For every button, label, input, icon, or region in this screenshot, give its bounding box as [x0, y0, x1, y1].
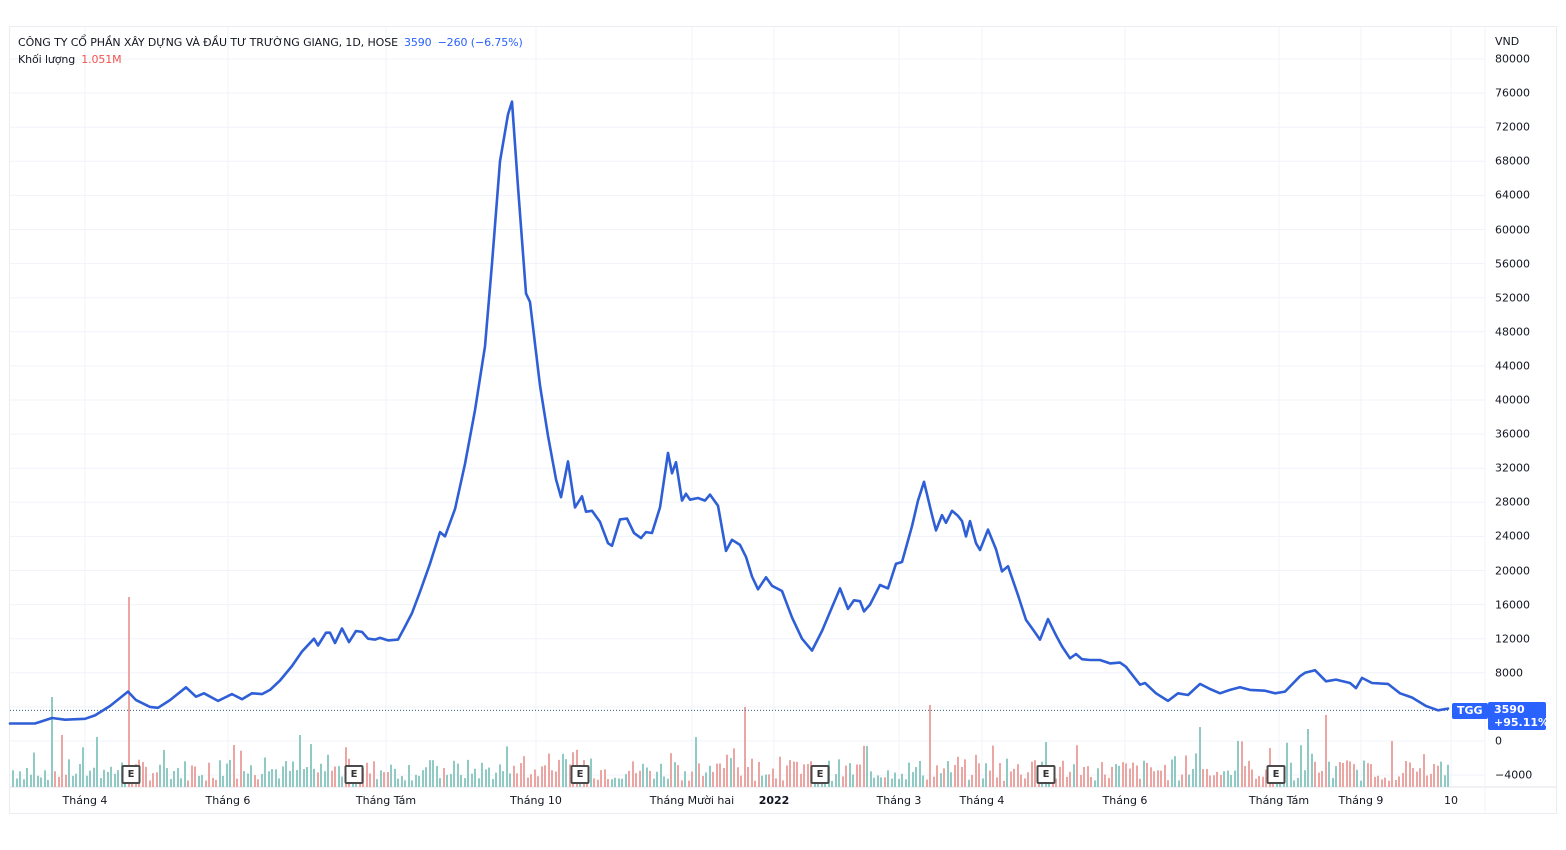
price-tick-label: 44000	[1495, 359, 1530, 373]
price-tick-label: 48000	[1495, 325, 1530, 339]
price-tag-value: 3590	[1494, 703, 1525, 716]
time-tick-label: Tháng 6	[205, 794, 251, 807]
price-tick-label: 16000	[1495, 598, 1530, 612]
price-tick-label: 0	[1495, 734, 1502, 748]
time-tick-label: Tháng Tám	[355, 794, 417, 807]
time-tick-label: 2022	[758, 794, 790, 807]
price-tick-label: 60000	[1495, 223, 1530, 236]
price-tag-percent: +95.11%	[1494, 716, 1550, 729]
volume-value: 1.051M	[81, 53, 122, 66]
symbol-tag: TGG	[1452, 703, 1488, 719]
time-tick-label: Tháng Tám	[1248, 794, 1310, 807]
time-tick-label: Tháng 10	[510, 794, 562, 807]
price-tick-label: 20000	[1495, 564, 1530, 577]
symbol-title: CÔNG TY CỔ PHẦN XÂY DỰNG VÀ ĐẦU TƯ TRƯỜN…	[18, 36, 398, 49]
time-tick-label: Tháng 9	[1338, 794, 1384, 807]
price-tick-label: 80000	[1495, 52, 1530, 66]
price-tick-label: 56000	[1495, 257, 1530, 271]
price-tick-label: 32000	[1495, 461, 1530, 475]
price-change: −260 (−6.75%)	[437, 36, 523, 49]
legend-volume-row: Khối lượng 1.051M	[18, 51, 523, 68]
price-tag: 3590 +95.11%	[1488, 702, 1550, 730]
price-tick-label: 8000	[1495, 666, 1523, 680]
earnings-marker[interactable]: E	[1036, 765, 1056, 784]
price-tick-label: 40000	[1495, 393, 1530, 407]
price-tick-label: 28000	[1495, 495, 1530, 509]
price-tick-label: 64000	[1495, 188, 1530, 202]
legend-title-row: CÔNG TY CỔ PHẦN XÂY DỰNG VÀ ĐẦU TƯ TRƯỜN…	[18, 34, 523, 51]
volume-label: Khối lượng	[18, 53, 76, 66]
price-tick-label: 24000	[1495, 529, 1530, 543]
price-axis-unit: VND	[1495, 35, 1520, 48]
price-line	[8, 100, 1450, 725]
price-tick-label: 12000	[1495, 632, 1530, 646]
time-tick-label: Tháng 4	[62, 794, 108, 807]
time-tick-label: Tháng 3	[876, 794, 922, 807]
price-tick-label: 72000	[1495, 120, 1530, 134]
time-tick-label: Tháng Mười hai	[649, 794, 735, 807]
time-tick-label: Tháng 4	[959, 794, 1005, 807]
last-price: 3590	[403, 36, 432, 49]
price-tick-label: 76000	[1495, 86, 1530, 100]
earnings-marker[interactable]: E	[1266, 765, 1286, 784]
price-tick-label: 52000	[1495, 291, 1530, 305]
chart-frame[interactable]	[9, 26, 1557, 814]
price-tick-label: −4000	[1495, 768, 1533, 782]
earnings-marker[interactable]: E	[121, 765, 141, 784]
price-tick-label: 68000	[1495, 154, 1530, 168]
price-tick-label: 36000	[1495, 427, 1530, 441]
earnings-marker[interactable]: E	[810, 765, 830, 784]
earnings-marker[interactable]: E	[570, 765, 590, 784]
earnings-marker[interactable]: E	[344, 765, 364, 784]
chart-legend: CÔNG TY CỔ PHẦN XÂY DỰNG VÀ ĐẦU TƯ TRƯỜN…	[18, 34, 523, 68]
time-tick-label: 10	[1444, 794, 1458, 807]
time-tick-label: Tháng 6	[1102, 794, 1148, 807]
